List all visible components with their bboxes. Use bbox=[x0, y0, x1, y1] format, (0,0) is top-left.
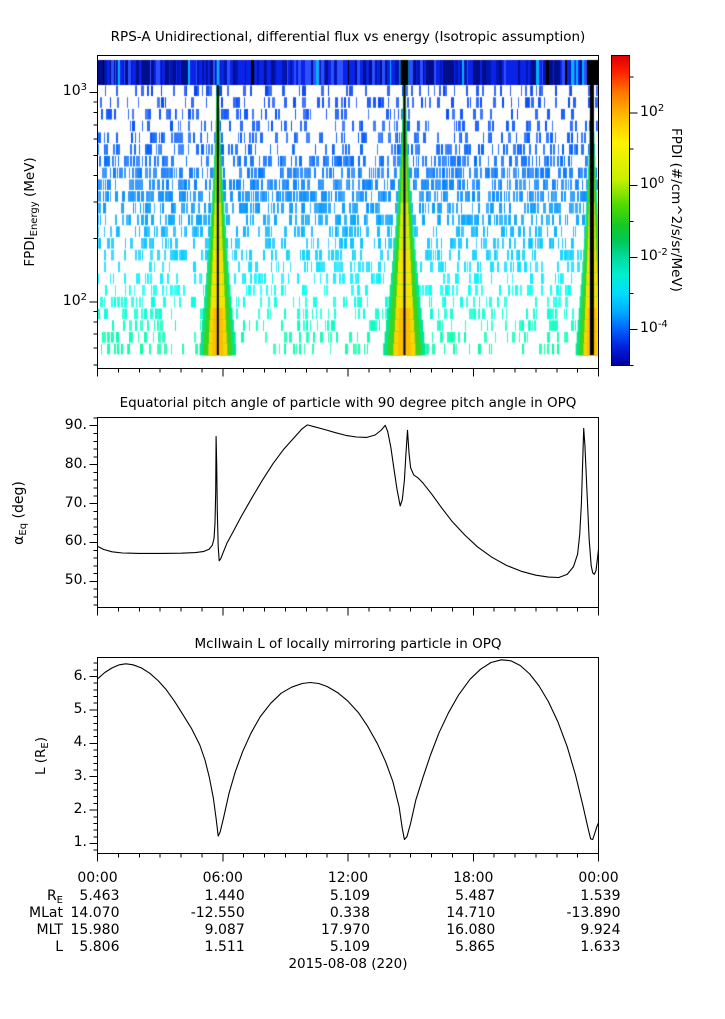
lshell-tick-label: 3. bbox=[73, 767, 87, 784]
ephemeris-row-label: L bbox=[55, 939, 63, 955]
colorbar-label: FPDI (#/cm^2/s/sr/MeV) bbox=[668, 128, 684, 292]
pitch-angle-title: Equatorial pitch angle of particle with … bbox=[119, 395, 577, 411]
ephemeris-value: 5.487 bbox=[455, 888, 496, 904]
energy-axis-label: FPDIEnergy (MeV) bbox=[22, 157, 40, 267]
spectrogram-title: RPS-A Unidirectional, differential flux … bbox=[110, 29, 586, 45]
lshell-tick-label: 6. bbox=[73, 667, 87, 684]
ephemeris-value: 15.980 bbox=[70, 922, 120, 938]
colorbar-canvas bbox=[612, 56, 630, 365]
colorbar-tick-label: 102 bbox=[640, 103, 665, 121]
pitch-tick-label: 70. bbox=[64, 494, 87, 511]
pitch-tick-label: 60. bbox=[64, 533, 87, 550]
ephemeris-value: 9.924 bbox=[580, 922, 621, 938]
ephemeris-row-label: RE bbox=[46, 888, 63, 906]
time-tick-label: 06:00 bbox=[202, 870, 243, 886]
ephemeris-value: 16.080 bbox=[446, 922, 496, 938]
flux-spectrogram-canvas bbox=[98, 56, 599, 369]
lshell-tick-label: 1. bbox=[73, 834, 87, 851]
date-label: 2015-08-08 (220) bbox=[288, 956, 408, 972]
colorbar-tick-label: 10-2 bbox=[640, 247, 668, 265]
ephemeris-value: 1.511 bbox=[204, 939, 245, 955]
ephemeris-value: 5.109 bbox=[329, 939, 370, 955]
ephemeris-value: 17.970 bbox=[321, 922, 370, 938]
lshell-tick-label: 2. bbox=[73, 801, 87, 818]
ephemeris-value: 14.710 bbox=[446, 905, 496, 921]
energy-tick-label: 102 bbox=[62, 291, 87, 309]
ephemeris-value: 5.865 bbox=[455, 939, 496, 955]
pitch-angle-axis-label: αEq (deg) bbox=[11, 481, 29, 545]
ephemeris-value: -12.550 bbox=[190, 905, 245, 921]
l-shell-axis-label: L (RE) bbox=[33, 736, 51, 776]
ephemeris-value: 1.440 bbox=[204, 888, 245, 904]
time-tick-label: 00:00 bbox=[578, 870, 619, 886]
colorbar-tick-label: 10-4 bbox=[640, 319, 668, 337]
ephemeris-value: 1.539 bbox=[580, 888, 621, 904]
energy-tick-label: 103 bbox=[62, 82, 87, 100]
lshell-tick-label: 5. bbox=[73, 700, 87, 717]
ephemeris-value: 5.109 bbox=[329, 888, 370, 904]
ephemeris-value: 5.463 bbox=[79, 888, 120, 904]
pitch-tick-label: 90. bbox=[64, 416, 87, 433]
pitch-tick-label: 80. bbox=[64, 455, 87, 472]
time-tick-label: 18:00 bbox=[453, 870, 494, 886]
ephemeris-value: 9.087 bbox=[204, 922, 245, 938]
ephemeris-row-label: MLat bbox=[29, 905, 63, 921]
ephemeris-value: 5.806 bbox=[79, 939, 120, 955]
time-tick-label: 00:00 bbox=[77, 870, 118, 886]
colorbar-tick-label: 100 bbox=[640, 175, 665, 193]
pitch-tick-label: 50. bbox=[64, 572, 87, 589]
ephemeris-value: 14.070 bbox=[70, 905, 120, 921]
time-tick-label: 12:00 bbox=[327, 870, 369, 886]
mcilwain-title: McIlwain L of locally mirroring particle… bbox=[194, 636, 502, 652]
ephemeris-value: -13.890 bbox=[566, 905, 621, 921]
ephemeris-value: 1.633 bbox=[580, 939, 621, 955]
ephemeris-row-label: MLT bbox=[36, 922, 63, 938]
lshell-tick-label: 4. bbox=[73, 734, 87, 751]
ephemeris-value: 0.338 bbox=[329, 905, 370, 921]
